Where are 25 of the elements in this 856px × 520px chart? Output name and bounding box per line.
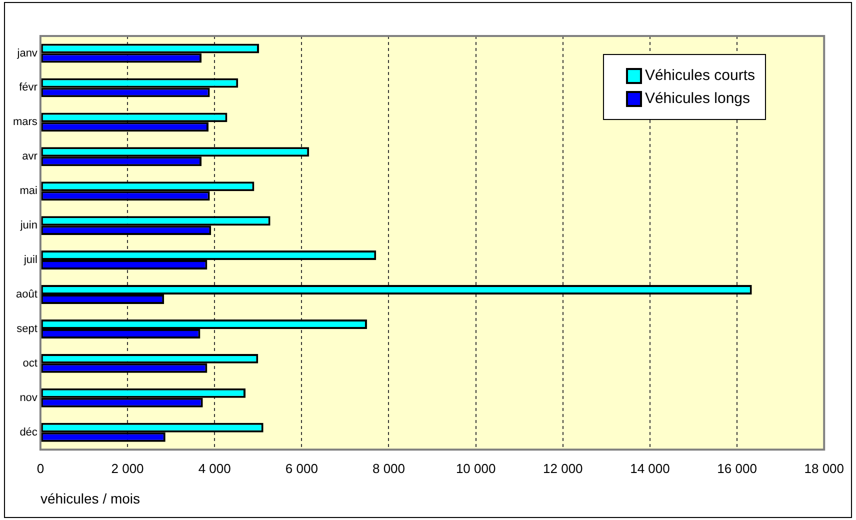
x-tick-label: 4 000: [198, 460, 231, 476]
y-tick-label: mars: [12, 116, 38, 128]
y-tick-label: févr: [19, 82, 38, 94]
y-tick-label: juil: [22, 254, 38, 266]
x-tick-label: 6 000: [285, 460, 318, 476]
legend-label: Véhicules courts: [644, 67, 755, 84]
x-tick-label: 16 000: [717, 460, 757, 476]
x-tick-label: 18 000: [804, 460, 844, 476]
x-tick-label: 2 000: [111, 460, 144, 476]
y-tick-label: janv: [16, 47, 38, 60]
x-axis-title: véhicules / mois: [40, 490, 140, 506]
x-tick-label: 12 000: [543, 460, 583, 476]
x-tick-label: 0: [36, 460, 44, 476]
y-tick-label: nov: [20, 392, 38, 404]
x-tick-label: 8 000: [372, 460, 406, 476]
y-tick-label: déc: [20, 426, 38, 438]
y-tick-label: août: [16, 288, 38, 301]
y-tick-label: mai: [20, 185, 38, 198]
x-tick-label: 14 000: [630, 460, 670, 476]
legend-label: Véhicules longs: [644, 90, 750, 107]
x-tick-label: 10 000: [456, 460, 496, 476]
y-tick-label: juin: [19, 220, 38, 232]
y-tick-label: sept: [16, 323, 38, 335]
y-tick-label: avr: [22, 150, 38, 163]
y-tick-label: oct: [22, 357, 38, 370]
